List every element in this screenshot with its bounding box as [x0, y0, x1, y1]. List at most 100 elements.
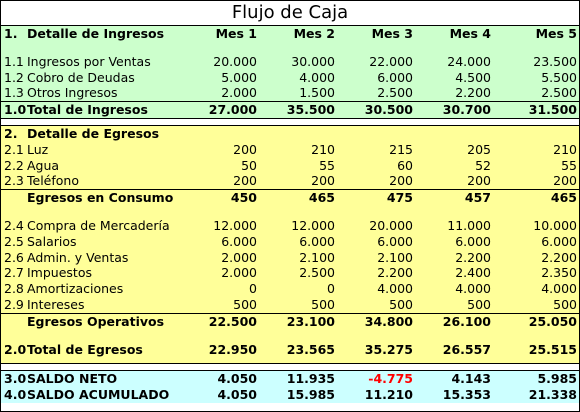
row-value: 6.000 [377, 69, 413, 85]
month-header: Mes 1 [215, 26, 257, 41]
row-label: Admin. y Ventas [27, 249, 129, 265]
row-value: 11.210 [364, 387, 413, 403]
row-num: 2.3 [4, 173, 24, 189]
row-value: 2.500 [377, 85, 413, 101]
row-value: 52 [475, 157, 491, 173]
header-label: Detalle de Ingresos [27, 26, 165, 41]
row-value: 2.200 [541, 249, 577, 265]
spacer-row [1, 42, 579, 54]
row-value: 2.000 [221, 85, 257, 101]
row-num: 1.0 [4, 102, 27, 118]
row-value: 4.000 [377, 281, 413, 297]
saldo-neto-row: 3.0 SALDO NETO 4.050 11.935 -4.775 4.143 5.985 [1, 371, 579, 387]
row-num: 2.1 [4, 141, 24, 157]
row-value: 27.000 [208, 102, 257, 118]
subtotal-row: Egresos en Consumo 450 465 475 457 465 [1, 189, 579, 206]
row-value: 4.050 [217, 371, 257, 387]
row-value: 50 [241, 157, 257, 173]
row-value: 4.050 [217, 387, 257, 403]
month-header: Mes 2 [293, 26, 335, 41]
row-value: 5.000 [221, 69, 257, 85]
section-gap [1, 364, 579, 372]
row-value: 4.143 [451, 371, 491, 387]
row-value: 15.985 [286, 387, 335, 403]
row-value: 2.000 [221, 265, 257, 281]
row-num: 1.3 [4, 85, 24, 101]
row-value: 35.500 [286, 102, 335, 118]
operativo-row: 2.5 Salarios 6.000 6.000 6.000 6.000 6.000 [1, 234, 579, 250]
row-value: 31.500 [528, 102, 577, 118]
row-value: 4.500 [455, 69, 491, 85]
saldo-row: 4.0 SALDO ACUMULADO 4.050 15.985 11.210 15.35… [1, 387, 579, 403]
row-value: 500 [467, 296, 491, 312]
row-value: 215 [389, 141, 413, 157]
row-value: 2.000 [221, 249, 257, 265]
row-label: Compra de Mercadería [27, 217, 170, 233]
row-value: 6.000 [221, 233, 257, 249]
row-value: 210 [553, 141, 577, 157]
row-value: 4.000 [455, 281, 491, 297]
row-num: 2.6 [4, 249, 24, 265]
row-value: 0 [249, 281, 257, 297]
row-value: 60 [397, 157, 413, 173]
row-num: 4.0 [4, 387, 27, 403]
row-value: 15.353 [442, 387, 491, 403]
row-num: 2.8 [4, 281, 24, 297]
row-num [1, 314, 27, 330]
operativo-row: 2.9 Intereses 500 500 500 500 500 [1, 297, 579, 313]
row-value: 2.500 [299, 265, 335, 281]
row-num: 3.0 [4, 371, 27, 387]
row-value: 450 [230, 190, 257, 206]
row-value: 205 [467, 141, 491, 157]
row-label: Total de Egresos [27, 341, 143, 357]
subtotal-row: Egresos Operativos 22.500 23.100 34.800 26.1… [1, 312, 579, 330]
row-label: Ingresos por Ventas [27, 53, 151, 69]
row-value: 2.100 [299, 249, 335, 265]
operativo-row: 2.4 Compra de Mercadería 12.000 12.000 20.00… [1, 218, 579, 234]
row-value: 12.000 [291, 217, 335, 233]
spacer-row [1, 206, 579, 218]
row-value: 200 [467, 173, 491, 189]
total-consumo-row: Egresos en Consumo 450 465 475 457 465 [1, 189, 579, 206]
row-value: 20.000 [369, 217, 413, 233]
row-value: 4.000 [541, 281, 577, 297]
ingresos-rows: 1.1 Ingresos por Ventas 20.000 30.000 22.000… [1, 54, 579, 101]
spacer-row [1, 330, 579, 342]
row-label: Otros Ingresos [27, 85, 118, 101]
row-label: Egresos Operativos [27, 313, 165, 329]
row-num: 2.5 [4, 233, 24, 249]
row-value: 30.000 [291, 53, 335, 69]
row-value: 500 [311, 296, 335, 312]
row-num: 2.4 [4, 217, 24, 233]
row-value: 34.800 [364, 313, 413, 329]
egresos-header-num: 2. [4, 125, 18, 141]
row-value: 22.950 [208, 341, 257, 357]
consumo-rows: 2.1 Luz 200 210 215 205 210 2.2 Agua 50 55 60 52 55 2.… [1, 142, 579, 189]
operativo-row: 2.7 Impuestos 2.000 2.500 2.200 2.400 2.350 [1, 265, 579, 281]
row-value: 20.000 [213, 53, 257, 69]
total-egresos-row: 2.0 Total de Egresos 22.950 23.565 35.275 26.… [1, 342, 579, 358]
row-num: 2.9 [4, 296, 24, 312]
consumo-row: 2.1 Luz 200 210 215 205 210 [1, 142, 579, 158]
row-value: 475 [386, 190, 413, 206]
row-label: Cobro de Deudas [27, 69, 135, 85]
row-value: 11.000 [447, 217, 491, 233]
section-gap [1, 118, 579, 126]
row-value: 2.200 [455, 85, 491, 101]
header-row: 1. Detalle de Ingresos Mes 1 Mes 2 Mes 3… [1, 26, 579, 42]
operativos-rows: 2.4 Compra de Mercadería 12.000 12.000 20.00… [1, 218, 579, 313]
ingreso-row: 1.1 Ingresos por Ventas 20.000 30.000 22.000… [1, 54, 579, 70]
row-value: 2.500 [541, 85, 577, 101]
row-num: 2.2 [4, 157, 24, 173]
row-value: 6.000 [299, 233, 335, 249]
row-value: 500 [233, 296, 257, 312]
row-value: 24.000 [447, 53, 491, 69]
row-value: 12.000 [213, 217, 257, 233]
row-label: SALDO NETO [27, 371, 118, 387]
row-value: 465 [308, 190, 335, 206]
row-value: 2.100 [377, 249, 413, 265]
row-value: 35.275 [364, 341, 413, 357]
row-label: Teléfono [27, 173, 79, 189]
saldo-row: 3.0 SALDO NETO 4.050 11.935 -4.775 4.143 5.985 [1, 371, 579, 387]
